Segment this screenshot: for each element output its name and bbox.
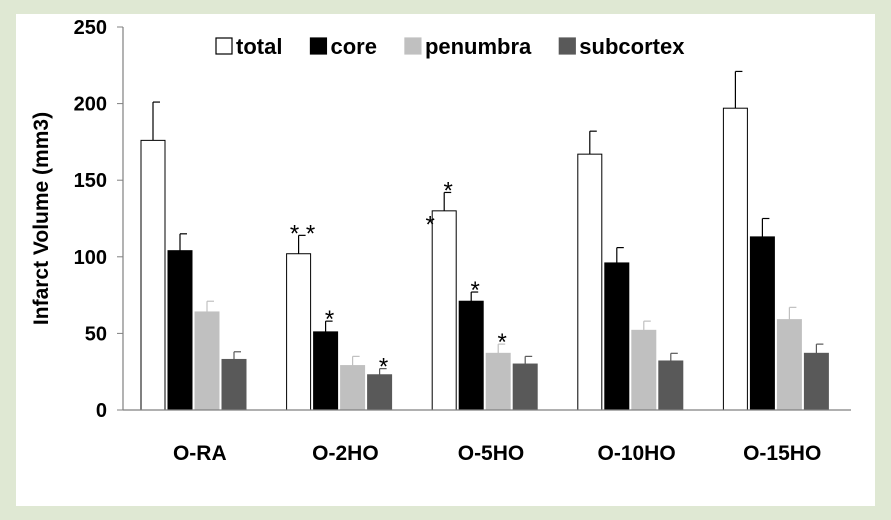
y-tick-label: 50 (85, 323, 107, 345)
y-axis-label: Infarct Volume (mm3) (30, 112, 53, 325)
chart-panel: 0 50 100 150 200 250 Infarct Volume (mm3) O-RA O… (16, 14, 875, 506)
bar-total-o-2ho (286, 253, 312, 411)
significance-star: * (498, 329, 507, 356)
bar-penumbra-o-15ho (776, 319, 802, 411)
x-category-label: O-2HO (312, 442, 379, 465)
significance-star: * (426, 211, 435, 238)
legend-label-penumbra: penumbra (425, 34, 532, 59)
y-tick-label: 250 (74, 17, 107, 39)
legend-label-total: total (236, 34, 282, 59)
bar-penumbra-o-10ho (631, 329, 657, 411)
infarct-volume-bar-chart: 0 50 100 150 200 250 Infarct Volume (mm3) O-RA O… (30, 17, 851, 465)
bar-subcortex-o-10ho (658, 360, 684, 411)
bar-penumbra-o-2ho (340, 365, 366, 411)
x-category-label: O-15HO (743, 442, 821, 465)
y-tick-label: 100 (74, 247, 107, 269)
y-tick-label: 150 (74, 170, 107, 192)
legend-swatch-total (215, 37, 233, 55)
significance-star: * (471, 277, 480, 304)
significance-star: * * (290, 220, 315, 247)
significance-star: * (379, 354, 388, 381)
x-category-label: O-10HO (598, 442, 676, 465)
legend-label-core: core (330, 34, 376, 59)
legend-swatch-penumbra (404, 37, 422, 55)
bar-subcortex-o-5ho (512, 363, 538, 411)
bar-core-o-ra (167, 250, 193, 411)
bar-total-o-5ho (431, 210, 457, 411)
bar-subcortex-o-15ho (803, 352, 829, 411)
y-tick-label: 0 (96, 400, 107, 422)
significance-star: * (325, 306, 334, 333)
bar-core-o-15ho (749, 236, 775, 411)
legend-swatch-core (309, 37, 328, 55)
x-category-label: O-5HO (458, 442, 525, 465)
bar-subcortex-o-ra (221, 358, 247, 411)
bar-core-o-10ho (604, 262, 630, 411)
bar-core-o-2ho (313, 331, 339, 411)
significance-star: * (444, 177, 453, 204)
bar-total-o-15ho (722, 107, 748, 411)
x-category-label: O-RA (173, 442, 227, 465)
bar-penumbra-o-ra (194, 311, 220, 411)
legend-swatch-subcortex (558, 37, 576, 55)
y-tick-label: 200 (74, 94, 107, 116)
bar-total-o-ra (140, 139, 166, 411)
bar-core-o-5ho (458, 300, 484, 411)
legend-label-subcortex: subcortex (579, 34, 685, 59)
bar-total-o-10ho (577, 153, 603, 411)
bar-penumbra-o-5ho (485, 352, 511, 411)
